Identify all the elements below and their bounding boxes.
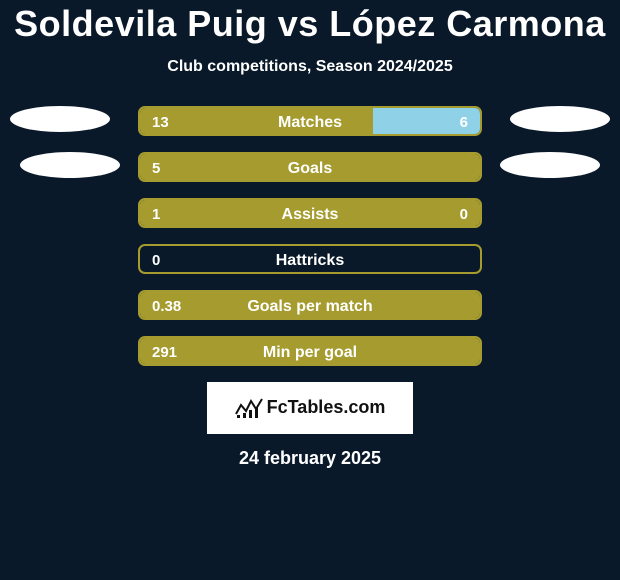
left-value: 5 [140, 154, 172, 182]
left-value: 291 [140, 338, 189, 366]
right-value: 0 [448, 200, 480, 228]
stat-bar: 136Matches [138, 106, 482, 136]
stat-row: 0Hattricks [0, 244, 620, 274]
bar-fill-left [140, 338, 480, 364]
stat-row: 10Assists [0, 198, 620, 228]
player-right-pill [510, 106, 610, 136]
stat-label: Hattricks [140, 246, 480, 274]
stat-bar: 291Min per goal [138, 336, 482, 366]
page-title: Soldevila Puig vs López Carmona [0, 4, 620, 44]
bar-fill-left [140, 200, 480, 226]
player-right-pill [500, 152, 610, 182]
stat-bar: 0Hattricks [138, 244, 482, 274]
stat-row: 5Goals [0, 152, 620, 182]
player-left-pill [10, 106, 110, 136]
player-left-pill [20, 152, 120, 182]
stats-area: 136Matches5Goals10Assists0Hattricks0.38G… [0, 106, 620, 366]
date-text: 24 february 2025 [0, 448, 620, 469]
left-value: 0 [140, 246, 172, 274]
stat-row: 291Min per goal [0, 336, 620, 366]
left-value: 0.38 [140, 292, 193, 320]
branding-text: FcTables.com [267, 397, 386, 418]
bar-fill-left [140, 154, 480, 180]
left-value: 13 [140, 108, 181, 136]
subtitle: Club competitions, Season 2024/2025 [0, 58, 620, 76]
fctables-logo-icon [235, 397, 263, 419]
stat-row: 136Matches [0, 106, 620, 136]
stat-bar: 10Assists [138, 198, 482, 228]
stat-bar: 0.38Goals per match [138, 290, 482, 320]
left-value: 1 [140, 200, 172, 228]
stat-row: 0.38Goals per match [0, 290, 620, 320]
stat-bar: 5Goals [138, 152, 482, 182]
branding-badge: FcTables.com [207, 382, 413, 434]
right-value: 6 [448, 108, 480, 136]
comparison-card: Soldevila Puig vs López Carmona Club com… [0, 0, 620, 580]
